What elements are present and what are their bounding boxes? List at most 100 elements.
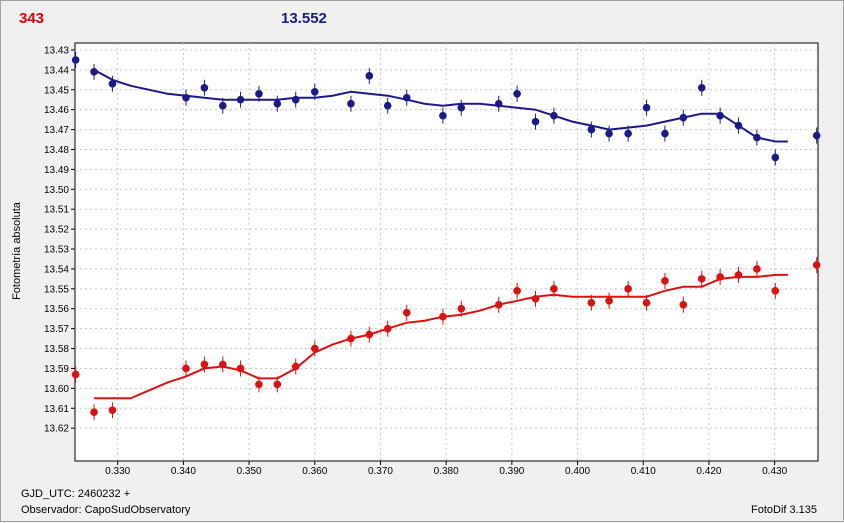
data-point <box>457 304 466 313</box>
x-tick-label: 0.350 <box>237 466 262 477</box>
x-tick-label: 0.400 <box>565 466 590 477</box>
y-tick-label: 13.45 <box>44 85 69 96</box>
data-point <box>291 362 300 371</box>
data-point <box>697 275 706 283</box>
data-point <box>182 93 190 102</box>
trend-line <box>93 69 788 143</box>
data-point <box>310 344 319 353</box>
version-label: FotoDif 3.135 <box>751 504 818 516</box>
y-ticks: 13.43 13.44 13.45 13.46 13.47 13.48 13.49 13.50… <box>44 45 75 435</box>
data-point <box>771 287 780 295</box>
y-tick-label: 13.54 <box>44 264 69 275</box>
data-point <box>310 87 319 96</box>
data-point <box>219 360 227 369</box>
data-point <box>734 121 743 130</box>
data-point <box>605 296 613 305</box>
data-point <box>347 334 355 343</box>
y-tick-label: 13.50 <box>44 185 69 196</box>
data-point <box>753 133 761 142</box>
data-point <box>291 95 300 104</box>
data-point <box>531 117 540 126</box>
point-count: 343 <box>19 10 45 27</box>
x-tick-label: 0.380 <box>434 466 459 477</box>
data-point <box>365 330 374 339</box>
data-point <box>71 56 80 64</box>
y-tick-label: 13.49 <box>44 165 69 176</box>
y-tick-label: 13.47 <box>44 125 69 136</box>
x-tick-label: 0.360 <box>302 466 327 477</box>
data-point <box>236 364 245 373</box>
x-tick-label: 0.340 <box>171 466 196 477</box>
data-point <box>108 406 117 415</box>
data-point <box>513 89 521 98</box>
data-point <box>531 294 540 303</box>
y-tick-label: 13.60 <box>44 384 69 395</box>
gjd-label: GJD_UTC: 2460232 + <box>21 488 131 500</box>
data-point <box>771 153 780 162</box>
y-tick-label: 13.48 <box>44 145 69 156</box>
data-point <box>550 111 558 120</box>
data-point <box>236 95 245 104</box>
header-value: 13.552 <box>281 10 327 27</box>
series-1 <box>71 51 821 166</box>
plot-area <box>74 42 819 462</box>
data-point <box>365 72 374 80</box>
y-tick-label: 13.62 <box>44 424 69 435</box>
data-point <box>182 364 190 373</box>
series-2 <box>71 256 821 421</box>
x-tick-label: 0.370 <box>368 466 393 477</box>
data-point <box>219 101 227 110</box>
data-point <box>347 99 355 108</box>
data-point <box>439 111 447 120</box>
data-point <box>661 129 669 138</box>
y-tick-label: 13.55 <box>44 284 69 295</box>
y-tick-label: 13.53 <box>44 245 69 256</box>
y-tick-label: 13.57 <box>44 324 69 335</box>
y-tick-label: 13.58 <box>44 344 69 355</box>
data-point <box>716 273 724 281</box>
x-tick-label: 0.420 <box>696 466 721 477</box>
data-point <box>255 380 263 389</box>
grid-lines <box>75 43 818 461</box>
data-point <box>108 80 117 88</box>
data-point <box>273 99 282 108</box>
data-point <box>550 285 558 293</box>
y-tick-label: 13.59 <box>44 364 69 375</box>
y-tick-label: 13.43 <box>44 45 69 56</box>
data-point <box>255 89 263 98</box>
data-point <box>273 380 282 389</box>
y-tick-label: 13.52 <box>44 225 69 236</box>
data-point <box>753 265 761 273</box>
data-point <box>624 129 632 138</box>
y-tick-label: 13.44 <box>44 65 69 76</box>
data-point <box>383 101 392 110</box>
data-point <box>587 298 596 307</box>
y-tick-label: 13.56 <box>44 304 69 315</box>
data-point <box>697 83 706 92</box>
x-tick-label: 0.430 <box>762 466 787 477</box>
data-point <box>383 324 392 333</box>
data-point <box>642 103 651 112</box>
data-point <box>457 103 466 112</box>
data-point <box>661 277 669 285</box>
data-point <box>402 93 411 102</box>
data-point <box>494 99 503 108</box>
data-point <box>642 298 651 307</box>
data-point <box>90 68 98 76</box>
data-point <box>494 300 503 309</box>
data-point <box>439 312 447 321</box>
data-point <box>734 271 743 279</box>
data-point <box>71 370 80 379</box>
data-point <box>402 308 411 317</box>
data-point <box>513 287 521 295</box>
series-group <box>71 51 821 421</box>
data-point <box>624 285 632 293</box>
data-point <box>90 408 98 417</box>
y-tick-label: 13.51 <box>44 205 69 216</box>
data-point <box>605 129 613 138</box>
data-point <box>679 300 688 309</box>
observer-label: Observador: CapoSudObservatory <box>21 504 191 516</box>
data-point <box>200 360 209 369</box>
